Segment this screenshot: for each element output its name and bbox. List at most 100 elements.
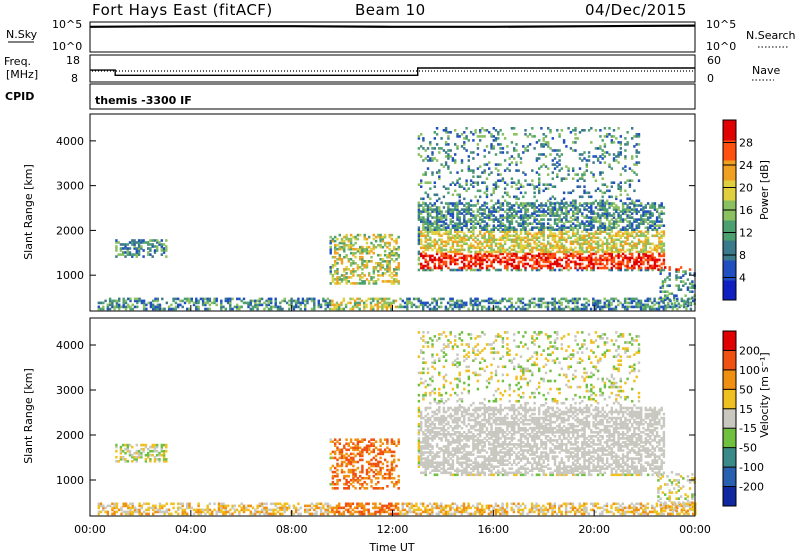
echo-cell — [115, 249, 118, 252]
echo-cell — [476, 256, 480, 260]
echo-cell — [377, 253, 380, 257]
echo-cell — [359, 233, 362, 237]
echo-cell — [684, 302, 687, 306]
echo-cell — [467, 264, 470, 268]
echo-cell — [124, 512, 128, 516]
echo-cell — [433, 246, 436, 250]
echo-cell — [542, 250, 545, 254]
echo-cell — [501, 260, 505, 264]
echo-cell — [590, 195, 593, 199]
echo-cell — [633, 242, 636, 246]
echo-cell — [553, 236, 557, 240]
echo-cell — [458, 195, 461, 199]
echo-cell — [420, 240, 423, 244]
echo-cell — [639, 299, 643, 303]
echo-cell — [533, 204, 536, 207]
echo-cell — [492, 248, 495, 252]
echo-cell — [617, 238, 620, 242]
echo-cell — [472, 171, 475, 174]
echo-cell — [590, 127, 593, 130]
echo-cell — [490, 199, 493, 203]
echo-cell — [435, 220, 439, 223]
echo-cell — [510, 212, 514, 215]
echo-cell — [447, 131, 450, 134]
echo-cell — [621, 228, 625, 231]
echo-cell — [540, 256, 543, 260]
echo-cell — [279, 307, 282, 311]
echo-cell — [640, 240, 643, 244]
echo-cell — [503, 159, 507, 162]
echo-cell — [612, 250, 616, 254]
echo-cell — [679, 280, 683, 283]
echo-cell — [551, 510, 554, 514]
echo-cell — [167, 512, 171, 516]
echo-cell — [361, 249, 364, 253]
freq-tick-bottom: 8 — [71, 72, 78, 85]
echo-cell — [429, 222, 432, 225]
echo-cell — [329, 272, 332, 275]
echo-cell — [460, 236, 464, 240]
echo-cell — [186, 504, 189, 508]
echo-cell — [506, 151, 509, 154]
echo-cell — [426, 216, 430, 219]
echo-cell — [199, 512, 203, 516]
echo-cell — [454, 183, 457, 186]
echo-cell — [612, 129, 616, 132]
echo-cell — [601, 206, 604, 209]
echo-cell — [612, 226, 616, 229]
echo-cell — [528, 228, 532, 231]
echo-cell — [535, 260, 539, 264]
echo-cell — [553, 232, 557, 235]
echo-cell — [435, 228, 439, 231]
echo-cell — [361, 245, 364, 249]
echo-cell — [506, 204, 509, 207]
echo-cell — [215, 510, 218, 514]
echo-cell — [338, 502, 341, 506]
echo-cell — [510, 240, 514, 244]
echo-cell — [422, 222, 425, 225]
echo-cell — [560, 129, 563, 132]
echo-cell — [617, 183, 620, 186]
echo-cell — [562, 224, 566, 227]
echo-cell — [479, 139, 482, 142]
echo-cell — [456, 206, 459, 209]
echo-cell — [388, 270, 391, 273]
echo-cell — [424, 226, 427, 229]
echo-cell — [631, 157, 634, 160]
echo-cell — [631, 222, 634, 225]
echo-cell — [467, 167, 470, 170]
echo-cell — [363, 301, 366, 305]
echo-cell — [342, 506, 345, 510]
echo-cell — [551, 248, 554, 252]
echo-cell — [619, 187, 622, 190]
echo-cell — [661, 300, 665, 304]
echo-cell — [603, 242, 607, 246]
echo-cell — [572, 234, 575, 238]
echo-cell — [494, 301, 497, 305]
echo-cell — [226, 301, 230, 305]
echo-cell — [608, 222, 611, 225]
echo-cell — [353, 299, 357, 303]
echo-cell — [363, 249, 366, 253]
echo-cell — [390, 253, 394, 257]
echo-cell — [388, 297, 391, 301]
echo-cell — [474, 218, 477, 221]
echo-cell — [488, 212, 491, 215]
echo-cell — [365, 278, 369, 281]
echo-cell — [359, 245, 362, 249]
echo-cell — [538, 232, 541, 235]
echo-cell — [531, 250, 534, 254]
echo-cell — [279, 502, 282, 506]
echo-cell — [370, 278, 373, 281]
echo-cell — [640, 248, 643, 252]
echo-cell — [592, 226, 595, 229]
echo-cell — [479, 230, 482, 233]
echo-cell — [544, 141, 548, 144]
echo-cell — [138, 512, 141, 516]
echo-cell — [553, 256, 557, 260]
echo-cell — [599, 171, 602, 174]
echo-cell — [562, 206, 566, 209]
echo-cell — [383, 272, 387, 275]
echo-cell — [626, 131, 629, 134]
echo-cell — [165, 247, 168, 250]
